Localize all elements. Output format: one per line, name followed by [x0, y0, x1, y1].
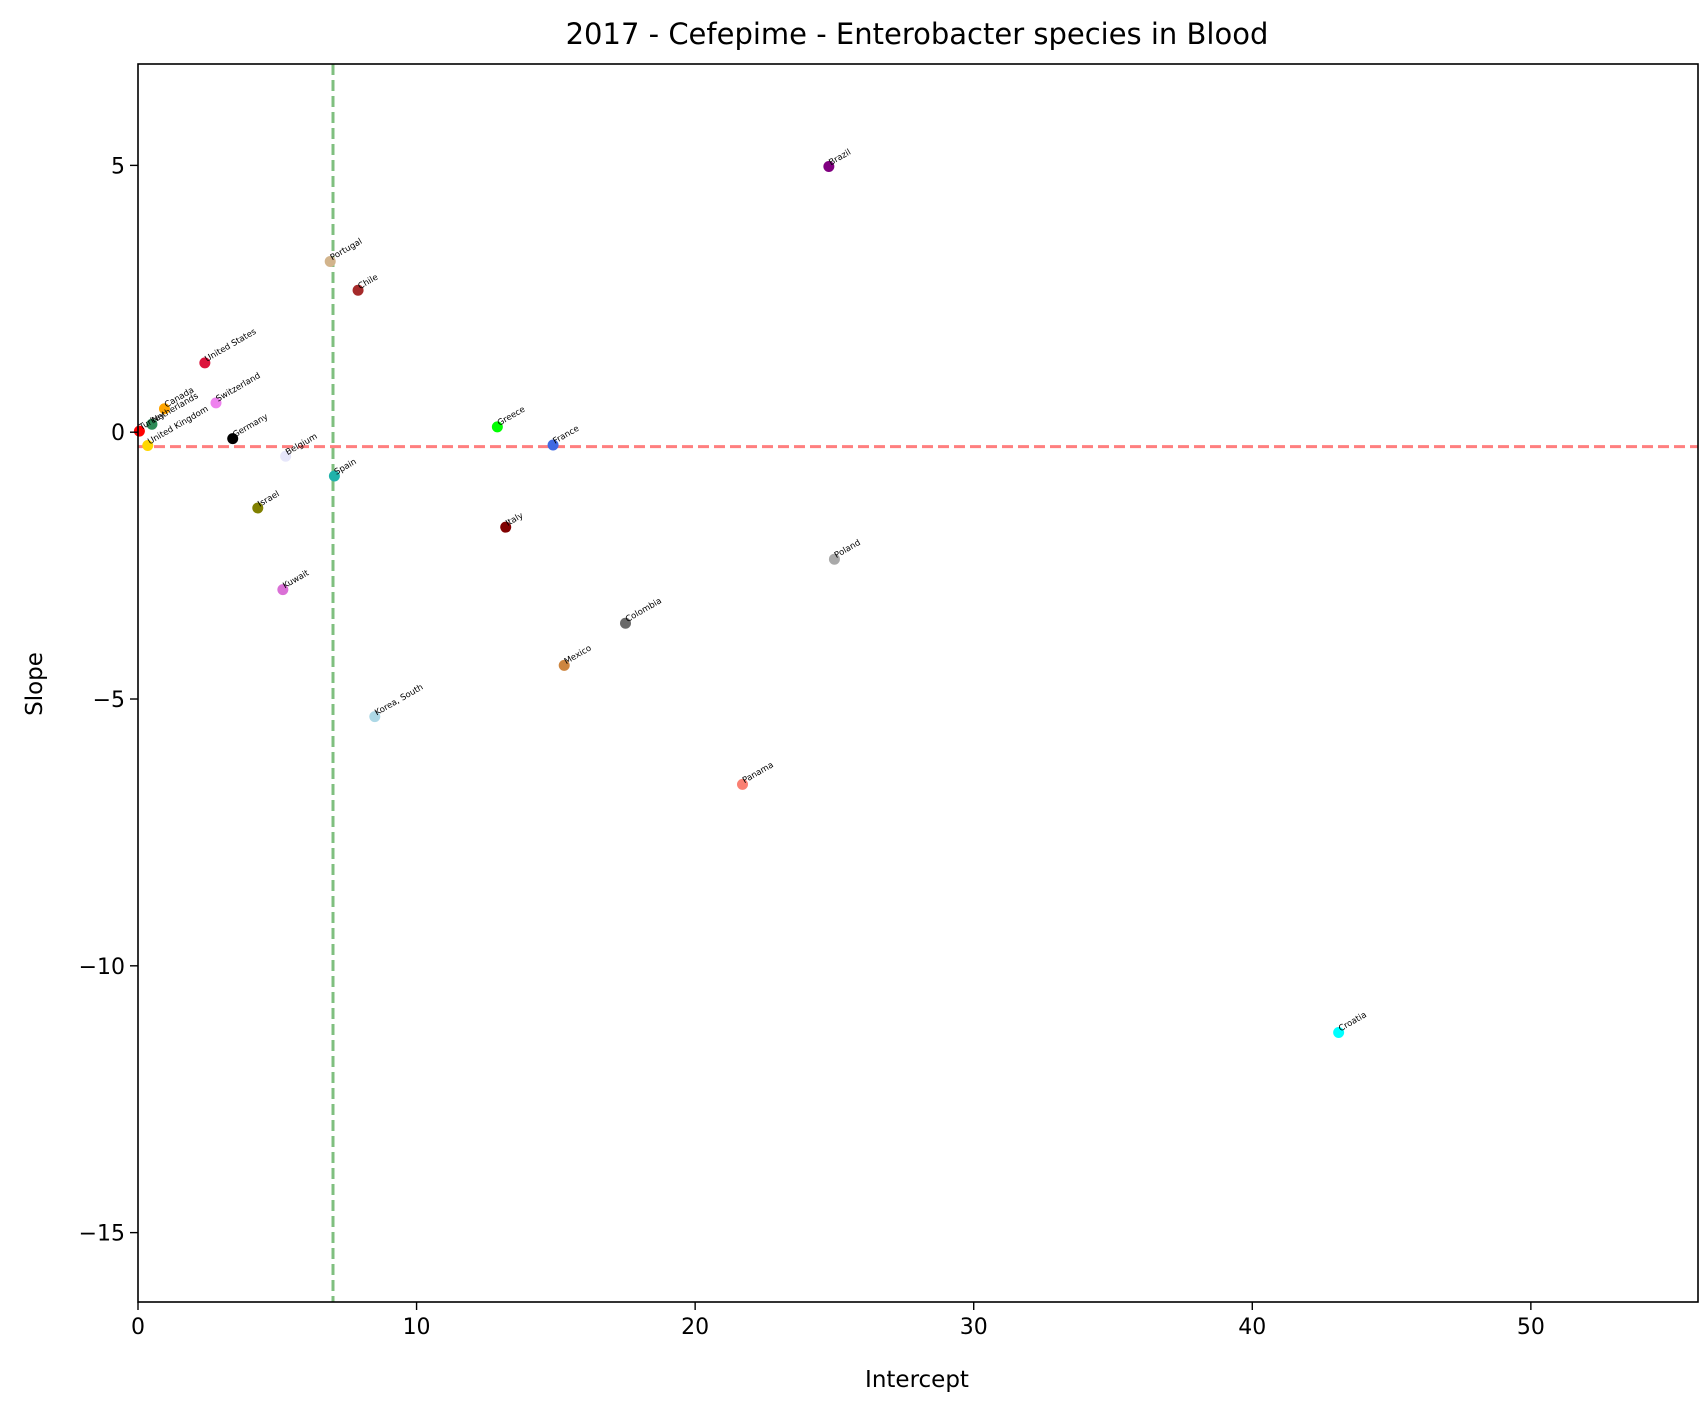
- x-tick-label: 50: [1517, 1315, 1545, 1340]
- y-tick-label: 0: [111, 421, 125, 446]
- point-label: Kuwait: [281, 568, 311, 591]
- data-point: [352, 284, 364, 296]
- y-axis-label: Slope: [22, 652, 48, 716]
- point-label: Belgium: [284, 432, 319, 458]
- data-point: [328, 470, 340, 482]
- data-point: [280, 450, 292, 462]
- y-tick-label: −10: [79, 955, 125, 980]
- point-label: Poland: [833, 538, 863, 561]
- data-point: [324, 255, 336, 267]
- point-label: Germany: [231, 412, 270, 440]
- point-label: Chile: [357, 273, 380, 292]
- data-point: [558, 659, 570, 671]
- data-point: [828, 553, 840, 565]
- point-label: Switzerland: [215, 371, 263, 404]
- point-label: Panama: [741, 760, 775, 786]
- data-point: [158, 403, 170, 415]
- chart-title: 2017 - Cefepime - Enterobacter species i…: [566, 17, 1269, 51]
- x-tick-label: 10: [403, 1315, 431, 1340]
- data-point: [369, 711, 381, 723]
- data-point: [142, 440, 154, 452]
- y-tick-label: −5: [93, 688, 125, 713]
- data-point: [227, 433, 239, 445]
- point-label: United States: [203, 327, 258, 365]
- data-point: [210, 397, 222, 409]
- data-point: [133, 425, 145, 437]
- point-label: Spain: [333, 457, 359, 478]
- data-point: [1333, 1027, 1345, 1039]
- x-axis-label: Intercept: [865, 1367, 969, 1393]
- x-tick-label: 40: [1238, 1315, 1266, 1340]
- data-point: [252, 502, 264, 514]
- x-tick-label: 20: [681, 1315, 709, 1340]
- data-point: [146, 418, 158, 430]
- data-point: [277, 584, 289, 596]
- x-tick-label: 0: [131, 1315, 145, 1340]
- point-label: Korea, South: [373, 682, 425, 718]
- point-label: Italy: [504, 511, 525, 529]
- data-point: [491, 421, 503, 433]
- point-label: Greece: [496, 405, 527, 429]
- data-point: [500, 521, 512, 533]
- point-label: France: [552, 424, 581, 447]
- y-tick-label: 5: [111, 154, 125, 179]
- point-label: Mexico: [563, 643, 594, 667]
- data-point: [620, 617, 631, 629]
- y-tick-label: −15: [79, 1222, 125, 1247]
- plot-frame: [137, 63, 1699, 1303]
- point-label: Colombia: [624, 596, 664, 625]
- x-tick-label: 30: [960, 1315, 988, 1340]
- point-label: Croatia: [1337, 1010, 1368, 1034]
- point-label: Israel: [256, 489, 281, 509]
- data-point: [823, 160, 835, 172]
- data-point: [199, 357, 211, 369]
- point-label: Brazil: [827, 148, 853, 169]
- data-point: [737, 778, 748, 790]
- data-point: [547, 439, 559, 451]
